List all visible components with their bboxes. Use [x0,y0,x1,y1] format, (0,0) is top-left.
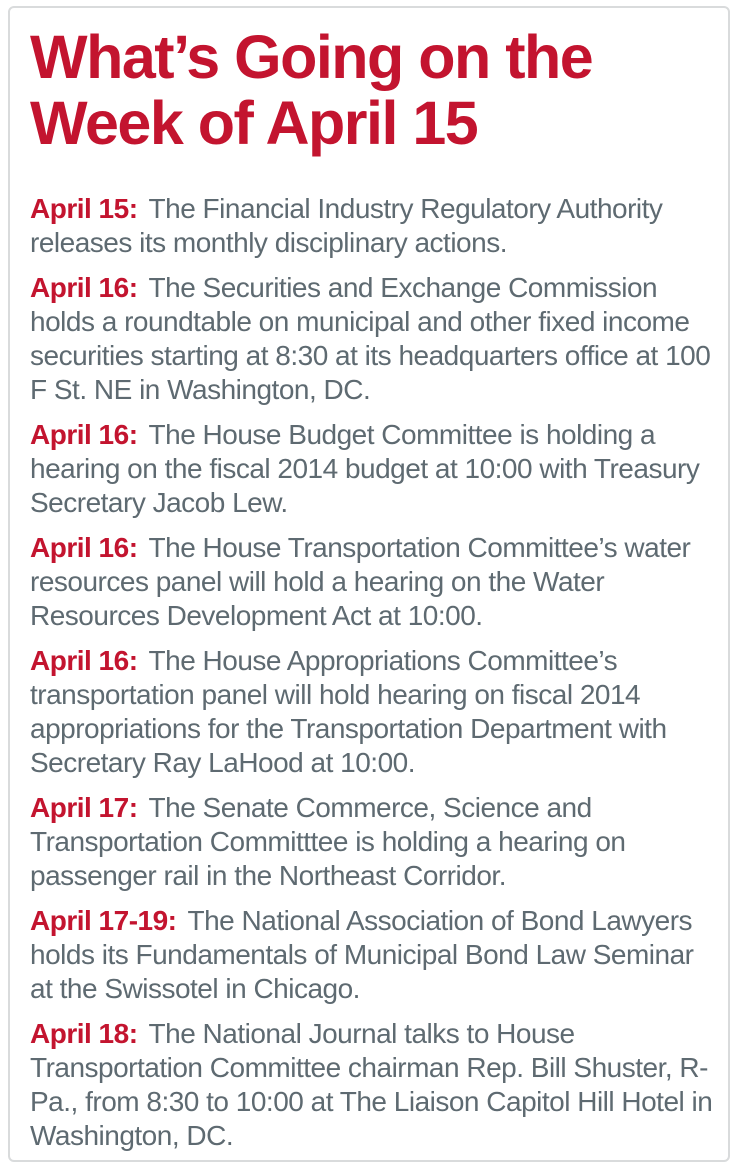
event-date: April 15: [30,193,138,224]
event-text: The House Appropriations Committee’s tra… [30,645,667,778]
event-item: April 18: The National Journal talks to H… [30,1017,716,1153]
event-date: April 18: [30,1018,138,1049]
event-item: April 17-19: The National Association of … [30,904,716,1006]
event-text: The Financial Industry Regulatory Author… [30,193,663,258]
event-date: April 16: [30,532,138,563]
event-text: The Senate Commerce, Science and Transpo… [30,792,626,891]
event-date: April 16: [30,272,138,303]
event-text: The National Journal talks to House Tran… [30,1018,713,1151]
events-list: April 15: The Financial Industry Regulato… [30,192,716,1153]
event-item: April 15: The Financial Industry Regulato… [30,192,716,260]
event-text: The National Association of Bond Lawyers… [30,905,694,1004]
event-date: April 16: [30,419,138,450]
event-date: April 17-19: [30,905,177,936]
event-item: April 16: The House Appropriations Commit… [30,644,716,780]
page-title: What’s Going on the Week of April 15 [30,23,594,157]
event-date: April 17: [30,792,138,823]
event-text: The House Transportation Committee’s wat… [30,532,691,631]
event-item: April 16: The Securities and Exchange Com… [30,271,716,407]
event-text: The House Budget Committee is holding a … [30,419,700,518]
events-card: What’s Going on the Week of April 15 Apr… [8,6,730,1162]
event-item: April 16: The House Transportation Commit… [30,531,716,633]
event-item: April 17: The Senate Commerce, Science an… [30,791,716,893]
event-date: April 16: [30,645,138,676]
event-item: April 16: The House Budget Committee is h… [30,418,716,520]
event-text: The Securities and Exchange Commission h… [30,272,711,405]
